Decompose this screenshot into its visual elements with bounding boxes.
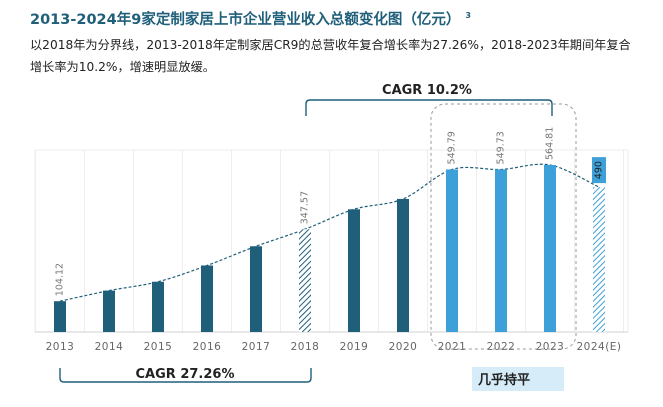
cagr-bottom-bracket <box>59 368 312 383</box>
bar-2013 <box>54 301 66 332</box>
bar-2019 <box>348 209 360 332</box>
flat-label: 几乎持平 <box>478 372 530 388</box>
bar-2016 <box>201 265 213 332</box>
bar-2024(E) <box>593 187 605 332</box>
data-label-2018: 347.57 <box>300 191 311 224</box>
chart-description: 以2018年为分界线，2013-2018年定制家居CR9的总营收年复合增长率为2… <box>30 38 631 74</box>
bar-2021 <box>446 169 458 332</box>
x-tick-label: 2022 <box>487 341 516 353</box>
x-tick-label: 2018 <box>291 341 320 353</box>
bar-2015 <box>152 281 164 332</box>
flat-label-bg <box>472 367 564 391</box>
x-tick-label: 2020 <box>389 341 418 353</box>
plot-frame <box>34 149 629 333</box>
x-tick-label: 2019 <box>340 341 369 353</box>
x-tick-label: 2024(E) <box>576 341 621 353</box>
cagr-bottom-label: CAGR 27.26% <box>136 367 235 382</box>
bar-2020 <box>397 198 409 332</box>
gridlines <box>34 149 629 333</box>
data-label-2022: 549.73 <box>496 131 507 164</box>
data-label-2021: 549.79 <box>447 131 458 164</box>
chart-title: 2013-2024年9家定制家居上市企业营业收入总额变化图（亿元） 3 <box>30 11 471 28</box>
data-label-2023: 564.81 <box>545 127 556 160</box>
bar-2023 <box>544 165 556 332</box>
x-tick-label: 2017 <box>242 341 271 353</box>
flat-region-box <box>430 103 577 350</box>
cagr-top-bracket <box>305 99 553 116</box>
bars: 2013 104.12 2014 2015 2016 2017 2018 347.57 2019… <box>46 127 621 353</box>
cagr-top-label: CAGR 10.2% <box>382 83 472 98</box>
x-tick-label: 2016 <box>193 341 222 353</box>
bar-2022 <box>495 169 507 332</box>
data-label-2013: 104.12 <box>55 263 66 296</box>
bar-2017 <box>250 246 262 332</box>
x-tick-label: 2013 <box>46 341 75 353</box>
bar-2018 <box>299 229 311 332</box>
annotations: CAGR 10.2% CAGR 27.26% 几乎持平 <box>59 83 577 391</box>
title-footnote: 3 <box>465 11 471 21</box>
x-tick-label: 2014 <box>95 341 124 353</box>
x-tick-label: 2023 <box>536 341 565 353</box>
x-tick-label: 2021 <box>438 341 467 353</box>
x-tick-label: 2015 <box>144 341 173 353</box>
bar-2014 <box>103 290 115 332</box>
data-label-bg <box>592 157 606 184</box>
data-label-2024(E): 490 <box>594 161 605 179</box>
